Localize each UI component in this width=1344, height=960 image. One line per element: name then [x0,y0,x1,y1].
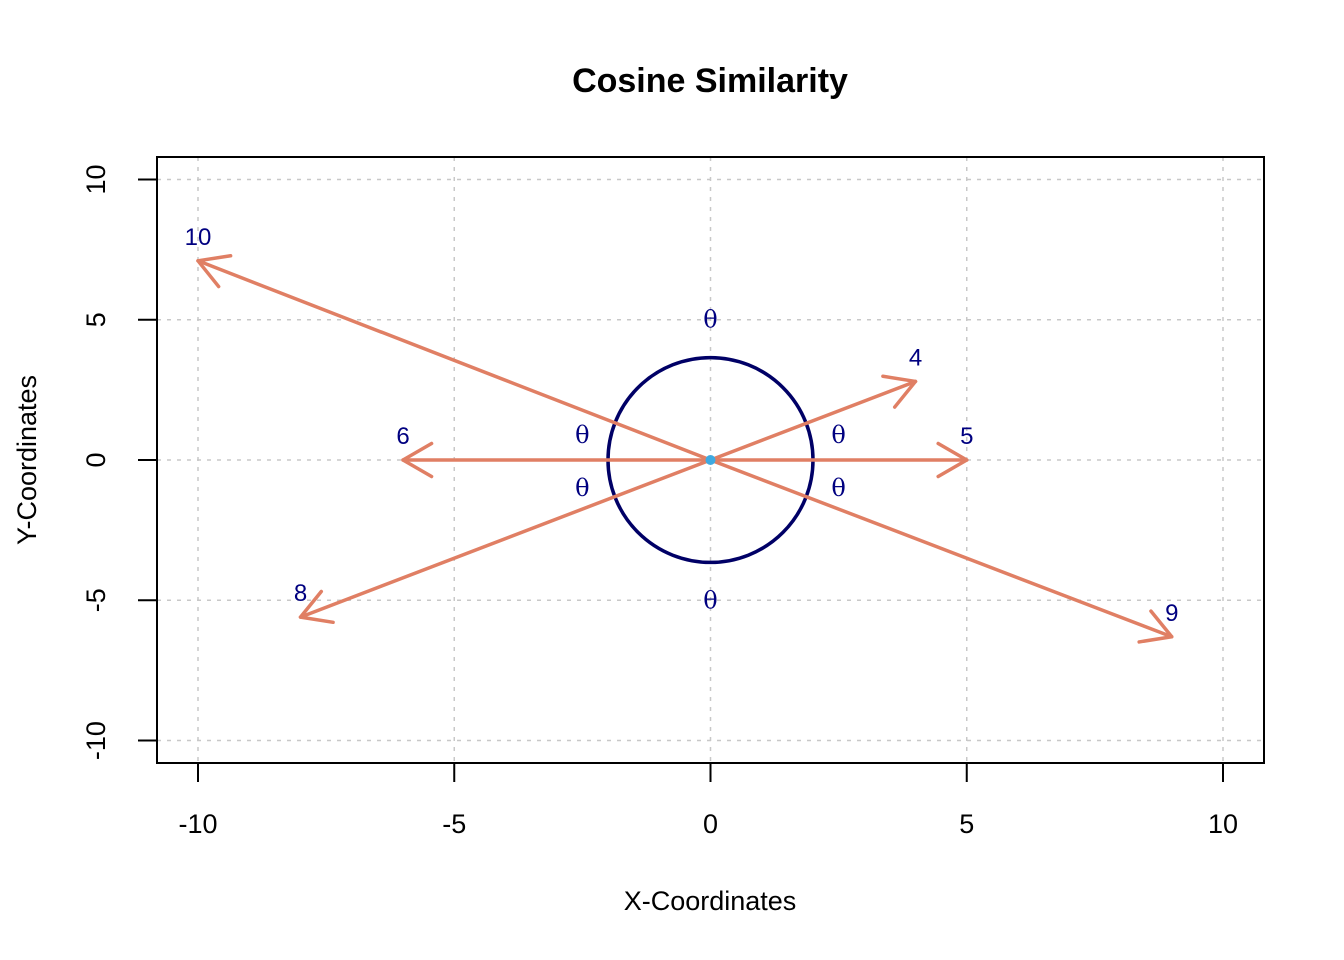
x-tick-label: -10 [178,809,217,839]
arrowhead-5 [936,441,969,479]
arrowhead-4 [881,374,918,409]
y-tick-label: -10 [81,721,111,760]
axes: -10 -5 0 5 10 -10 -5 0 5 10 [81,164,1238,839]
y-axis-label: Y-Coordinates [12,375,42,545]
y-tick-label: 10 [81,164,111,194]
arrowhead-10 [196,254,233,289]
vector-label-4: 4 [909,344,922,371]
arrowhead-6 [401,441,434,479]
theta-label: θ [703,586,717,614]
vector-label-10: 10 [185,224,212,251]
x-tick-label: 5 [959,809,974,839]
angle-labels: θθθ θθ θ [575,306,846,615]
vector-labels: 4 5 6 8 9 10 [185,224,1179,627]
y-tick-label: -5 [81,588,111,612]
theta-label: θ [703,306,717,334]
theta-label: θ [575,474,589,502]
x-tick-label: 10 [1208,809,1238,839]
theta-label: θ [831,474,845,502]
x-tick-label: -5 [442,809,466,839]
vector-label-6: 6 [396,423,409,450]
y-tick-label: 5 [81,312,111,327]
origin-point [705,455,716,465]
x-tick-label: 0 [703,809,718,839]
vector-label-8: 8 [294,580,307,607]
arrowhead-8 [298,589,335,625]
vector-4 [708,379,918,462]
theta-label: θ [831,421,845,449]
chart-title: Cosine Similarity [572,62,848,100]
vectors [196,254,1174,644]
vector-label-9: 9 [1165,600,1178,627]
theta-label: θ [575,421,589,449]
arrowhead-9 [1137,609,1174,644]
y-tick-label: 0 [81,452,111,467]
vector-9 [708,458,1174,639]
vector-10 [196,259,713,462]
vector-8 [298,458,713,619]
vector-label-5: 5 [960,423,973,450]
x-axis-label: X-Coordinates [624,886,797,916]
